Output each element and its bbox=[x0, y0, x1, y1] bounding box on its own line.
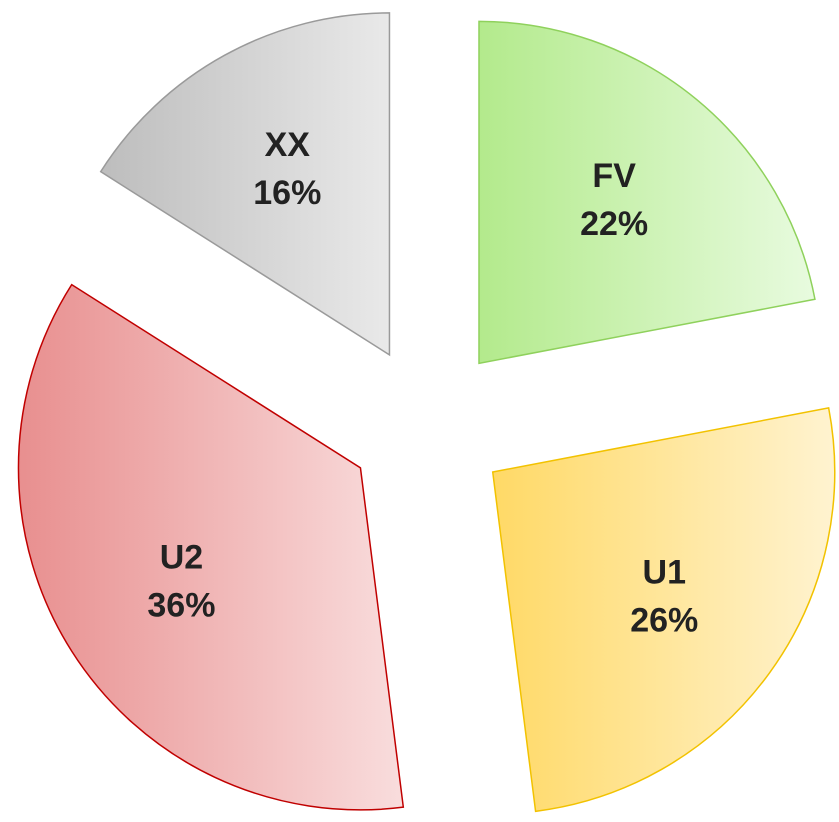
slice-value-label: 22% bbox=[580, 205, 648, 243]
pie-slice bbox=[99, 12, 391, 357]
slice-label: U1 bbox=[643, 554, 686, 592]
pie-slice bbox=[17, 283, 405, 811]
slice-label: U2 bbox=[160, 538, 203, 576]
pie-slice bbox=[478, 20, 816, 365]
slice-value-label: 36% bbox=[147, 586, 215, 624]
slice-value-label: 16% bbox=[253, 174, 321, 212]
slice-label: XX bbox=[265, 126, 311, 164]
slice-value-label: 26% bbox=[630, 602, 698, 640]
slice-label: FV bbox=[592, 157, 636, 195]
pie-slice bbox=[491, 407, 836, 813]
